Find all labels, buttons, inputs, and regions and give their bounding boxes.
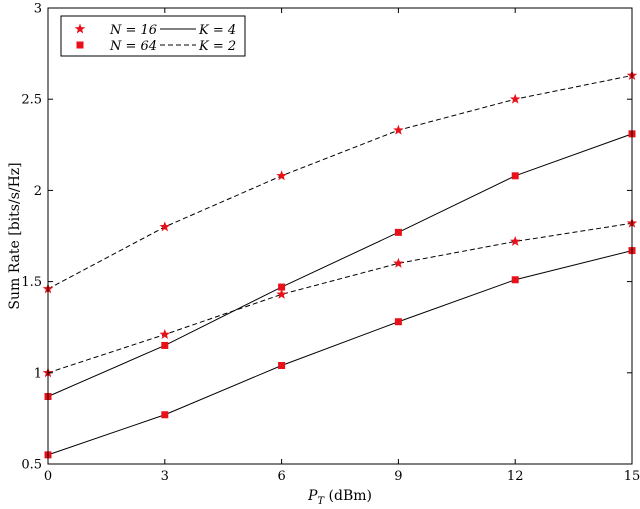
- data-point-square: [511, 172, 519, 180]
- data-point-star: [509, 235, 521, 246]
- legend-square-marker: [76, 41, 84, 49]
- data-point-square: [278, 283, 286, 291]
- plot-lines: [47, 74, 633, 456]
- x-tick-label: 3: [161, 469, 169, 484]
- series-line-3: [47, 222, 633, 374]
- legend-items: N = 16N = 64 K = 4K = 2: [74, 23, 236, 54]
- plot-markers: [42, 69, 638, 459]
- data-point-square: [394, 228, 402, 236]
- legend-star-marker: [74, 23, 86, 34]
- x-tick-label: 15: [624, 469, 640, 484]
- x-tick-label: 9: [394, 469, 402, 484]
- axes-box: [47, 7, 633, 465]
- data-point-square: [161, 411, 169, 419]
- x-tick-label: 0: [44, 469, 52, 484]
- data-point-star: [276, 288, 287, 299]
- data-point-star: [276, 170, 287, 181]
- x-axis-label-main: P: [307, 488, 318, 504]
- data-point-square: [394, 318, 402, 326]
- axis-tick-labels: 0 3 6 9 12 15 0.5 1 1.5 2 2.5 3: [21, 2, 640, 485]
- legend-box: [60, 15, 246, 57]
- data-point-star: [393, 257, 404, 268]
- legend-label: K = 2: [198, 39, 236, 54]
- series-line-4: [47, 250, 633, 456]
- data-point-star: [393, 124, 404, 135]
- y-tick-label: 2.5: [21, 93, 42, 108]
- legend: N = 16N = 64 K = 4K = 2: [60, 15, 246, 57]
- series-line-2: [47, 133, 633, 397]
- x-tick-label: 6: [277, 469, 285, 484]
- y-tick-label: 1.5: [21, 275, 42, 290]
- y-axis-label: Sum Rate [bits/s/Hz]: [7, 162, 23, 309]
- data-point-star: [159, 221, 171, 232]
- data-point-star: [159, 329, 171, 339]
- x-axis-label-sub: T: [317, 496, 325, 507]
- x-tick-label: 12: [507, 469, 524, 484]
- x-axis-label-unit: (dBm): [324, 488, 372, 504]
- axis-ticks: [47, 7, 633, 465]
- y-tick-label: 0.5: [21, 458, 42, 473]
- y-tick-label: 3: [34, 2, 42, 17]
- legend-label: K = 4: [198, 23, 236, 38]
- data-point-square: [161, 341, 169, 349]
- y-tick-label: 1: [34, 366, 42, 381]
- x-axis-label: PT (dBm): [307, 488, 372, 507]
- y-tick-label: 2: [34, 184, 42, 199]
- legend-label: N = 64: [109, 39, 157, 54]
- data-point-square: [278, 362, 286, 370]
- series-line-1: [47, 74, 633, 290]
- data-point-square: [511, 276, 519, 284]
- legend-label: N = 16: [109, 23, 157, 38]
- data-point-star: [509, 93, 521, 104]
